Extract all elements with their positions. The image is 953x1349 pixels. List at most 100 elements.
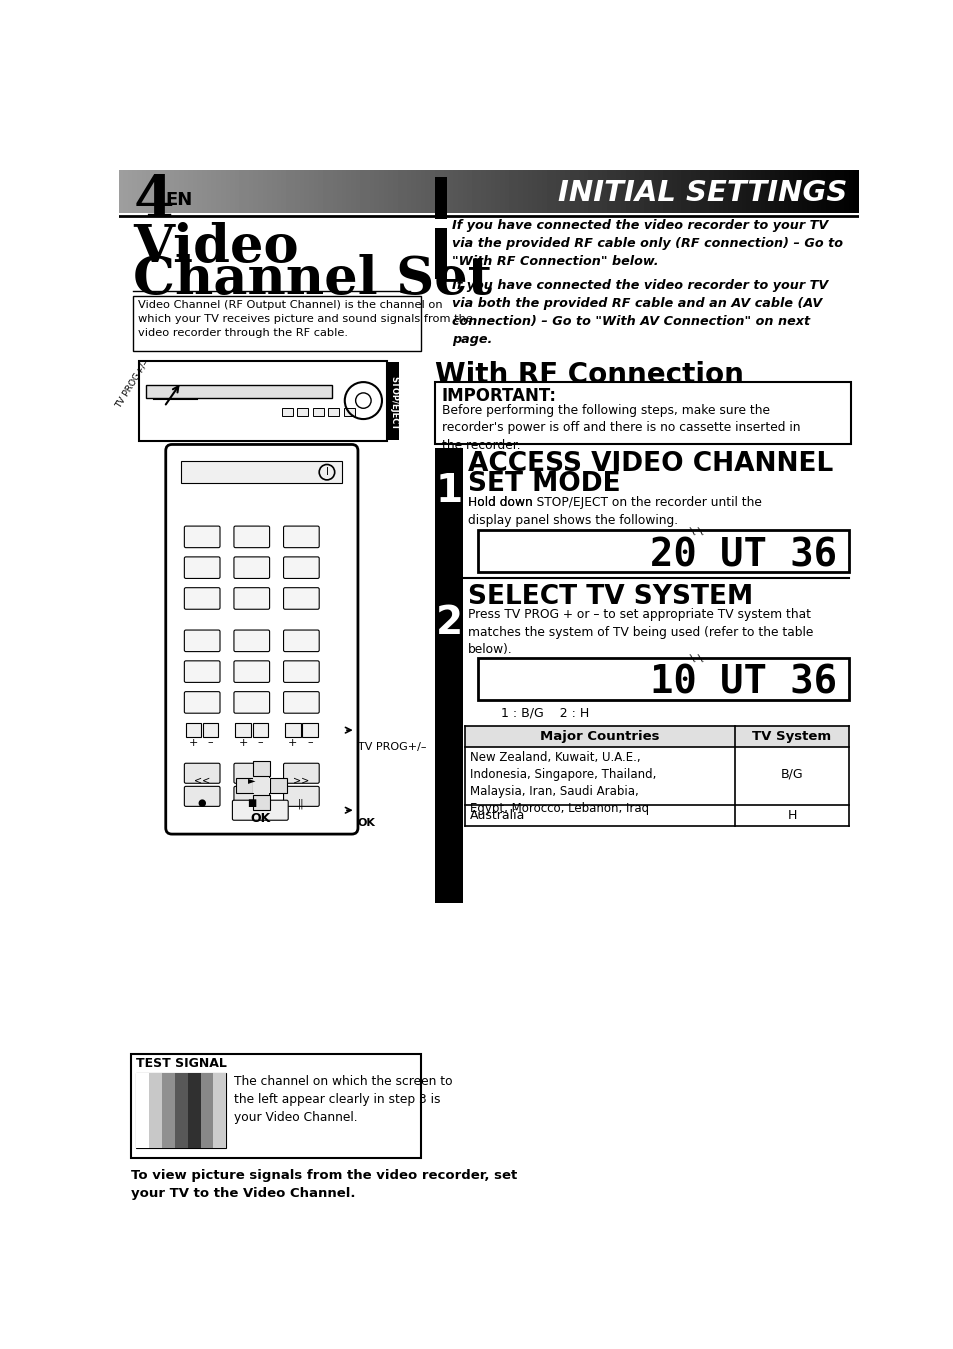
Text: Channel Set: Channel Set [133, 254, 492, 305]
Bar [344, 409, 355, 415]
FancyBboxPatch shape [233, 764, 270, 784]
FancyBboxPatch shape [233, 786, 270, 807]
Bar [200, 1072, 213, 1148]
Bar [186, 723, 201, 737]
FancyBboxPatch shape [477, 658, 847, 700]
Text: Major Countries: Major Countries [539, 730, 659, 743]
Text: To view picture signals from the video recorder, set
your TV to the Video Channe: To view picture signals from the video r… [131, 1170, 517, 1199]
Text: \: \ [689, 526, 695, 537]
FancyBboxPatch shape [233, 661, 270, 683]
Text: +: + [288, 738, 297, 747]
FancyBboxPatch shape [184, 588, 220, 610]
FancyBboxPatch shape [184, 786, 220, 807]
Bar [181, 461, 342, 483]
Bar [235, 723, 251, 737]
FancyBboxPatch shape [477, 530, 847, 572]
Bar [464, 726, 848, 747]
Bar [188, 1072, 200, 1148]
Text: Australia: Australia [469, 809, 524, 823]
Text: –: – [208, 738, 213, 747]
FancyBboxPatch shape [435, 382, 850, 444]
FancyBboxPatch shape [166, 444, 357, 834]
FancyBboxPatch shape [233, 526, 270, 548]
Bar [253, 761, 270, 776]
Text: Before performing the following steps, make sure the
recorder's power is off and: Before performing the following steps, m… [441, 403, 800, 452]
FancyBboxPatch shape [184, 692, 220, 714]
Text: Video: Video [133, 223, 298, 272]
Text: 1 : B/G    2 : H: 1 : B/G 2 : H [500, 707, 589, 719]
Bar [253, 723, 268, 737]
FancyBboxPatch shape [283, 786, 319, 807]
Bar [270, 778, 287, 793]
Text: ●: ● [197, 799, 206, 808]
Text: ACCESS VIDEO CHANNEL: ACCESS VIDEO CHANNEL [468, 452, 832, 478]
Bar [136, 1072, 226, 1148]
Text: TEST SIGNAL: TEST SIGNAL [136, 1058, 227, 1070]
FancyBboxPatch shape [138, 360, 386, 441]
FancyBboxPatch shape [233, 692, 270, 714]
Bar [388, 362, 398, 440]
Text: 10 UT 36: 10 UT 36 [649, 664, 836, 701]
FancyBboxPatch shape [233, 800, 288, 820]
Text: TV PROG+/–: TV PROG+/– [357, 742, 426, 753]
FancyBboxPatch shape [283, 630, 319, 652]
FancyBboxPatch shape [184, 661, 220, 683]
Bar [328, 409, 339, 415]
FancyBboxPatch shape [283, 526, 319, 548]
Text: TV PROG+/–: TV PROG+/– [114, 357, 151, 409]
Text: H: H [786, 809, 796, 823]
Bar [297, 409, 308, 415]
Text: 2: 2 [436, 604, 462, 642]
Text: SELECT TV SYSTEM: SELECT TV SYSTEM [468, 584, 752, 610]
Text: The channel on which the screen to
the left appear clearly in step 3 is
your Vid: The channel on which the screen to the l… [233, 1075, 452, 1124]
Text: If you have connected the video recorder to your TV
via both the provided RF cab: If you have connected the video recorder… [452, 279, 828, 345]
Text: OK: OK [357, 817, 375, 827]
Bar [302, 723, 317, 737]
Text: \: \ [697, 526, 703, 537]
Bar [282, 409, 293, 415]
Text: With RF Connection: With RF Connection [435, 360, 743, 389]
Bar [435, 228, 447, 279]
FancyBboxPatch shape [184, 526, 220, 548]
FancyBboxPatch shape [283, 588, 319, 610]
FancyBboxPatch shape [233, 557, 270, 579]
Bar [149, 1072, 162, 1148]
Text: SET MODE: SET MODE [468, 471, 620, 498]
Text: Video Channel (RF Output Channel) is the channel on
which your TV receives pictu: Video Channel (RF Output Channel) is the… [137, 301, 473, 339]
Bar [236, 778, 253, 793]
Bar [213, 1072, 226, 1148]
Text: INITIAL SETTINGS: INITIAL SETTINGS [558, 179, 847, 206]
Text: >>: >> [293, 776, 309, 785]
Text: OK: OK [250, 812, 270, 824]
Text: –: – [307, 738, 313, 747]
FancyBboxPatch shape [283, 661, 319, 683]
Bar [435, 448, 463, 902]
Text: \: \ [689, 654, 695, 664]
Text: IMPORTANT:: IMPORTANT: [441, 387, 556, 405]
Text: New Zealand, Kuwait, U.A.E.,
Indonesia, Singapore, Thailand,
Malaysia, Iran, Sau: New Zealand, Kuwait, U.A.E., Indonesia, … [469, 751, 656, 815]
FancyBboxPatch shape [233, 630, 270, 652]
Text: 1: 1 [436, 472, 462, 510]
Text: +: + [189, 738, 198, 747]
Bar [174, 1072, 188, 1148]
Text: Press ​TV PROG +​ or – to set appropriate TV system that
matches the system of T: Press ​TV PROG +​ or – to set appropriat… [468, 608, 813, 657]
Text: If you have connected the video recorder to your TV
via the provided RF cable on: If you have connected the video recorder… [452, 219, 842, 268]
Bar [285, 723, 300, 737]
Bar [253, 795, 270, 811]
Text: B/G: B/G [780, 768, 802, 780]
Text: ►: ► [248, 776, 255, 785]
FancyBboxPatch shape [233, 588, 270, 610]
Bar [162, 1072, 174, 1148]
Text: <<: << [193, 776, 210, 785]
Text: –: – [257, 738, 263, 747]
Text: 4: 4 [133, 173, 173, 229]
FancyBboxPatch shape [133, 295, 421, 351]
Text: Hold down ​STOP/EJECT​ on the recorder until the
display panel shows the followi: Hold down ​STOP/EJECT​ on the recorder u… [468, 496, 761, 526]
FancyBboxPatch shape [184, 764, 220, 784]
Text: I: I [325, 467, 328, 478]
Bar [253, 778, 270, 793]
FancyBboxPatch shape [283, 692, 319, 714]
Bar [203, 723, 218, 737]
Bar [313, 409, 323, 415]
Text: ||: || [297, 799, 304, 809]
